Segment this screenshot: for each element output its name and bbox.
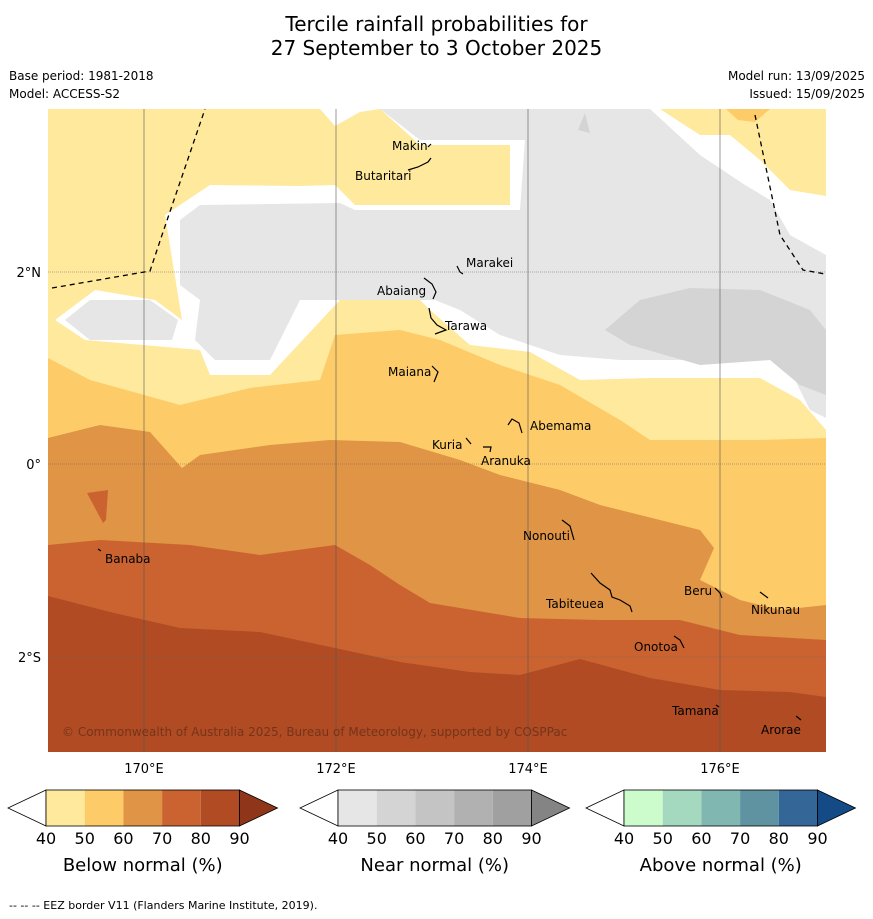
lon-label-170e: 170°E bbox=[124, 762, 164, 777]
colorbar-tick-label: 90 bbox=[229, 829, 249, 848]
colorbar-3: 40 50 60 70 80 90 Above normal (%) bbox=[585, 789, 857, 876]
colorbar-tick-label: 80 bbox=[769, 829, 789, 848]
colorbar-tick-label: 90 bbox=[807, 829, 827, 848]
map-fields bbox=[48, 109, 826, 752]
colorbar-segment bbox=[662, 790, 702, 826]
field-below-80-90 bbox=[48, 596, 826, 752]
colorbar-segment bbox=[740, 790, 779, 826]
lat-label-2n: 2°N bbox=[17, 266, 42, 281]
island-label-kuria: Kuria bbox=[432, 438, 463, 452]
meta-right: Model run: 13/09/2025 Issued: 15/09/2025 bbox=[728, 67, 865, 103]
lat-label-2s: 2°S bbox=[18, 651, 41, 666]
colorbar-tick-label: 90 bbox=[521, 829, 541, 848]
colorbar-segment bbox=[778, 790, 818, 826]
model-name: Model: ACCESS-S2 bbox=[9, 87, 121, 101]
colorbar-segment bbox=[415, 790, 455, 826]
copyright-notice: © Commonwealth of Australia 2025, Bureau… bbox=[62, 725, 567, 739]
colorbar-title: Near normal (%) bbox=[360, 855, 509, 876]
island-label-aranuka: Aranuka bbox=[481, 454, 531, 468]
issued-date: Issued: 15/09/2025 bbox=[749, 87, 865, 101]
lon-label-176e: 176°E bbox=[700, 762, 740, 777]
island-labels: Makin Butaritari Marakei Abaiang Tarawa … bbox=[105, 139, 801, 737]
island-shapes bbox=[97, 143, 802, 721]
colorbar-tick-label: 40 bbox=[36, 829, 56, 848]
colorbar-tick-label: 60 bbox=[691, 829, 711, 848]
colorbar-high-extend bbox=[817, 789, 857, 827]
colorbar-high-extend bbox=[531, 789, 571, 827]
island-label-abaiang: Abaiang bbox=[377, 284, 426, 298]
colorbar-low-extend bbox=[299, 789, 339, 827]
lat-axis-labels: 2°N 0° 2°S bbox=[17, 266, 42, 666]
island-label-tarawa: Tarawa bbox=[444, 319, 487, 333]
field-near-40-50-w bbox=[65, 300, 178, 340]
field-below-50-60-ne bbox=[726, 109, 770, 122]
eez-footnote: -- -- -- EEZ border V11 (Flanders Marine… bbox=[9, 899, 318, 912]
colorbar-segment bbox=[338, 790, 377, 826]
lon-label-172e: 172°E bbox=[316, 762, 356, 777]
colorbar-segment bbox=[492, 790, 532, 826]
colorbar-low-extend bbox=[7, 789, 47, 827]
colorbar-tick-label: 40 bbox=[614, 829, 634, 848]
lon-gridlines bbox=[143, 109, 721, 752]
field-below-70-80-patch bbox=[87, 490, 108, 523]
colorbar-segment bbox=[701, 790, 741, 826]
colorbar-segment bbox=[376, 790, 416, 826]
colorbar-tick-label: 50 bbox=[367, 829, 387, 848]
island-label-marakei: Marakei bbox=[466, 256, 513, 270]
title-line-2: 27 September to 3 October 2025 bbox=[270, 36, 603, 60]
colorbar-segment bbox=[123, 790, 163, 826]
island-label-nonouti: Nonouti bbox=[523, 529, 570, 543]
colorbar-tick-label: 70 bbox=[152, 829, 172, 848]
island-label-tabiteuea: Tabiteuea bbox=[545, 597, 604, 611]
colorbar-high-extend bbox=[239, 789, 279, 827]
colorbar-segment bbox=[200, 790, 240, 826]
field-near-50-60-small bbox=[578, 113, 590, 133]
island-label-banaba: Banaba bbox=[105, 552, 151, 566]
island-label-onotoa: Onotoa bbox=[634, 640, 678, 654]
island-label-butaritari: Butaritari bbox=[355, 169, 412, 183]
colorbar-tick-label: 60 bbox=[113, 829, 133, 848]
colorbar-tick-label: 50 bbox=[75, 829, 95, 848]
base-period: Base period: 1981-2018 bbox=[9, 69, 154, 83]
colorbar-2: 40 50 60 70 80 90 Near normal (%) bbox=[299, 789, 571, 876]
map-title: Tercile rainfall probabilities for 27 Se… bbox=[0, 12, 873, 60]
colorbar-1: 40 50 60 70 80 90 Below normal (%) bbox=[7, 789, 279, 876]
field-near-50-60 bbox=[605, 288, 826, 395]
colorbar-tick-label: 60 bbox=[405, 829, 425, 848]
island-label-nikunau: Nikunau bbox=[751, 603, 800, 617]
colorbar-segment bbox=[624, 790, 663, 826]
colorbar-tick-label: 50 bbox=[653, 829, 673, 848]
colorbar-segment bbox=[162, 790, 201, 826]
island-label-makin: Makin bbox=[392, 139, 428, 153]
colorbar-title: Below normal (%) bbox=[63, 855, 223, 876]
colorbar-tick-label: 80 bbox=[191, 829, 211, 848]
island-label-beru: Beru bbox=[684, 584, 712, 598]
island-label-abemama: Abemama bbox=[530, 419, 591, 433]
island-label-arorae: Arorae bbox=[761, 723, 801, 737]
colorbar-tick-label: 80 bbox=[483, 829, 503, 848]
colorbar-segment bbox=[84, 790, 124, 826]
lat-label-0: 0° bbox=[26, 458, 41, 473]
colorbar-tick-label: 70 bbox=[444, 829, 464, 848]
colorbar-title: Above normal (%) bbox=[640, 855, 802, 876]
title-line-1: Tercile rainfall probabilities for bbox=[285, 12, 588, 36]
lat-gridlines bbox=[48, 271, 826, 658]
field-below-40-50-ne bbox=[660, 109, 826, 196]
meta-left: Base period: 1981-2018 Model: ACCESS-S2 bbox=[9, 67, 154, 103]
eez-border bbox=[51, 108, 826, 289]
colorbar-legends: 40 50 60 70 80 90 Below normal (%) 40 50 60 70 80 90… bbox=[7, 789, 857, 876]
island-label-tamana: Tamana bbox=[671, 704, 719, 718]
model-run: Model run: 13/09/2025 bbox=[727, 69, 865, 83]
lon-label-174e: 174°E bbox=[508, 762, 548, 777]
colorbar-low-extend bbox=[585, 789, 625, 827]
lon-axis-labels: 170°E 172°E 174°E 176°E bbox=[124, 762, 740, 777]
colorbar-segment bbox=[46, 790, 85, 826]
colorbar-tick-label: 40 bbox=[328, 829, 348, 848]
colorbar-segment bbox=[454, 790, 493, 826]
island-label-maiana: Maiana bbox=[388, 365, 431, 379]
colorbar-tick-label: 70 bbox=[730, 829, 750, 848]
